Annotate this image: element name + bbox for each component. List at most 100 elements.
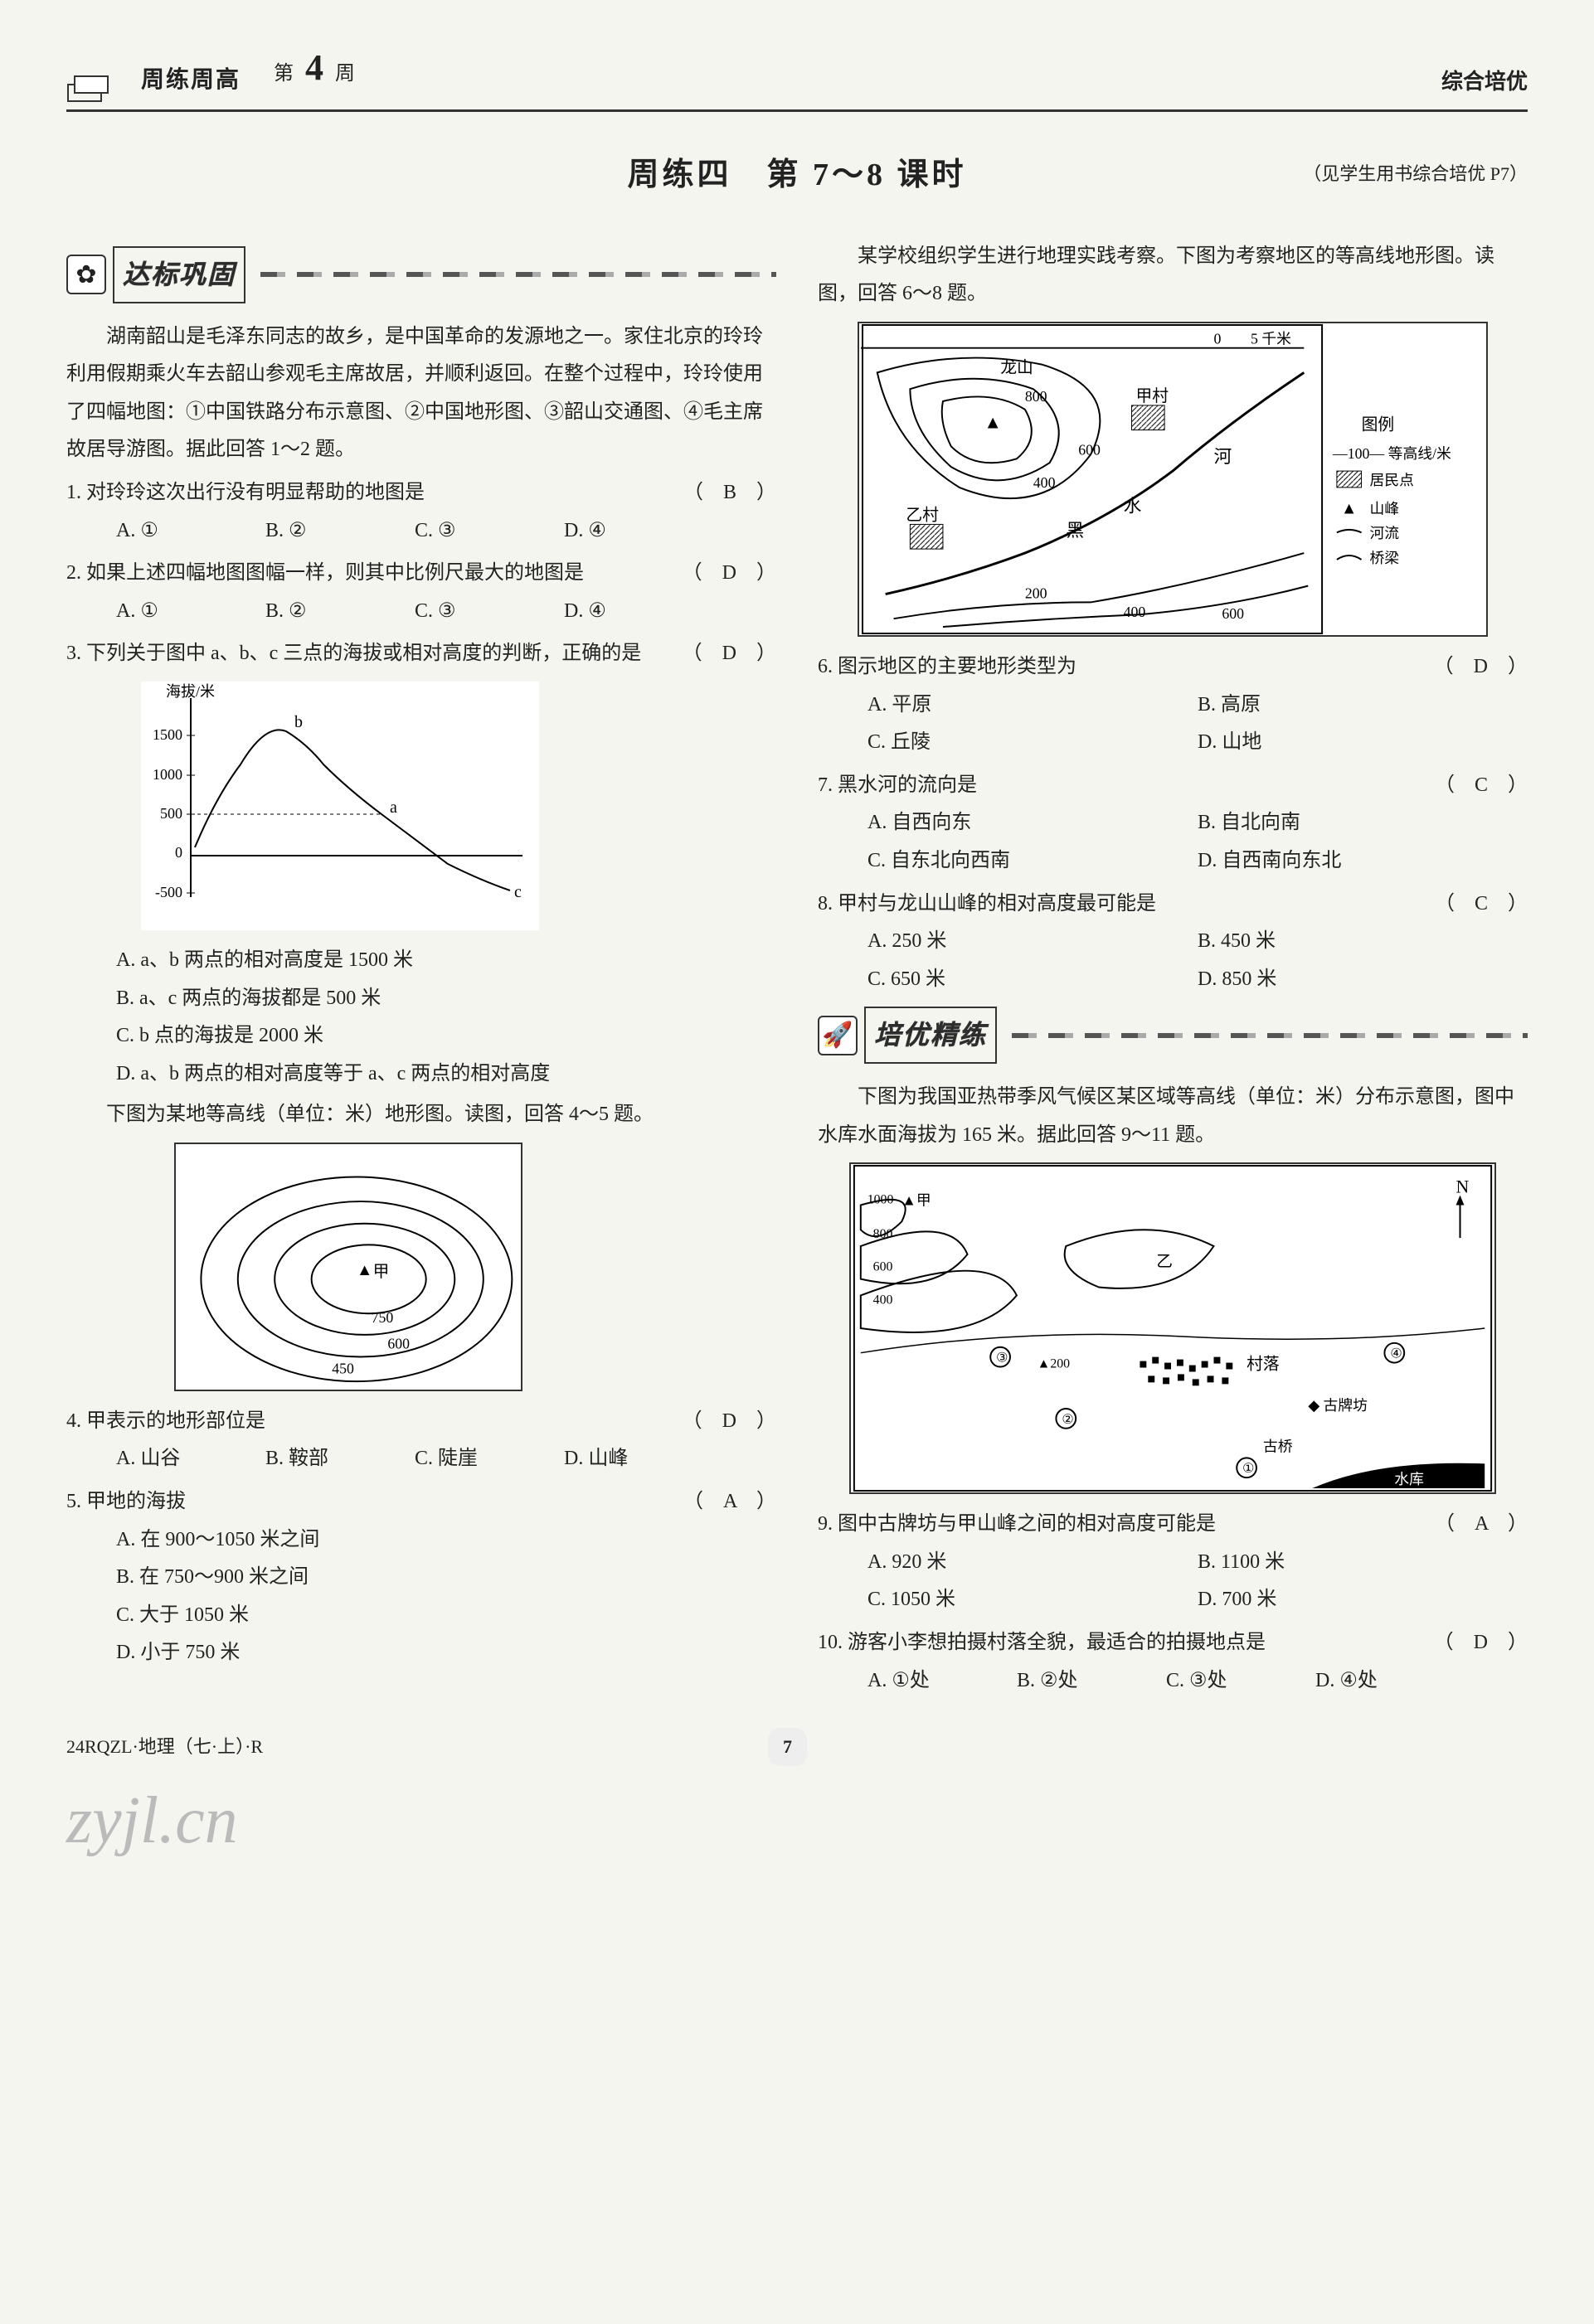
- svg-text:1000: 1000: [867, 1193, 894, 1207]
- svg-text:400: 400: [1033, 474, 1056, 491]
- q7-stem: 7. 黑水河的流向是: [818, 767, 1423, 805]
- svg-text:乙: 乙: [1156, 1253, 1173, 1271]
- svg-text:1500: 1500: [153, 726, 182, 743]
- q7-opt-d: D. 自西南向东北: [1198, 842, 1528, 881]
- question-6: 6. 图示地区的主要地形类型为 （ D ） A. 平原 B. 高原 C. 丘陵 …: [818, 648, 1528, 762]
- q6-stem: 6. 图示地区的主要地形类型为: [818, 648, 1422, 687]
- q6-options: A. 平原 B. 高原 C. 丘陵 D. 山地: [818, 687, 1528, 762]
- svg-text:古桥: 古桥: [1263, 1439, 1293, 1455]
- svg-text:▲: ▲: [984, 413, 1002, 433]
- svg-text:600: 600: [387, 1336, 410, 1352]
- svg-text:龙山: 龙山: [1000, 358, 1033, 376]
- question-2: 2. 如果上述四幅地图图幅一样，则其中比例尺最大的地图是 （ D ） A. ① …: [66, 555, 776, 630]
- header-right: 综合培优: [1441, 61, 1528, 102]
- svg-text:桥梁: 桥梁: [1369, 550, 1399, 566]
- content-columns: ✿ 达标巩固 湖南韶山是毛泽东同志的故乡，是中国革命的发源地之一。家住北京的玲玲…: [66, 238, 1528, 1703]
- section-dabiao: ✿ 达标巩固: [66, 246, 776, 303]
- title-row: 周练四 第 7～8 课时 （见学生用书综合培优 P7）: [66, 145, 1528, 205]
- left-column: ✿ 达标巩固 湖南韶山是毛泽东同志的故乡，是中国革命的发源地之一。家住北京的玲玲…: [66, 238, 776, 1703]
- q9-opt-a: A. 920 米: [867, 1544, 1198, 1582]
- q8-stem: 8. 甲村与龙山山峰的相对高度最可能是: [818, 885, 1423, 924]
- svg-text:村落: 村落: [1247, 1356, 1280, 1374]
- q2-stem: 2. 如果上述四幅地图图幅一样，则其中比例尺最大的地图是: [66, 555, 671, 593]
- q8-options: A. 250 米 B. 450 米 C. 650 米 D. 850 米: [818, 923, 1528, 998]
- q2-opt-d: D. ④: [564, 593, 680, 631]
- svg-text:c: c: [514, 883, 522, 901]
- svg-text:750: 750: [372, 1309, 394, 1326]
- q8-answer: （ C ）: [1423, 885, 1528, 924]
- svg-text:400: 400: [873, 1293, 893, 1308]
- village-figure: 1000 ▲甲 800 600 400 乙 N ③ ▲200 村落 ④ ② ◆ …: [849, 1162, 1496, 1494]
- q6-opt-c: C. 丘陵: [867, 724, 1198, 762]
- q3-opt-a: A. a、b 两点的相对高度是 1500 米: [116, 942, 776, 980]
- svg-text:水: 水: [1124, 497, 1142, 517]
- q5-answer: （ A ）: [672, 1483, 776, 1521]
- svg-text:▲200: ▲200: [1038, 1357, 1071, 1371]
- section-title-peiyou: 培优精练: [864, 1007, 997, 1064]
- svg-text:居民点: 居民点: [1369, 472, 1413, 488]
- q1-opt-d: D. ④: [564, 512, 680, 551]
- svg-text:海拔/米: 海拔/米: [166, 683, 215, 700]
- svg-text:水库: 水库: [1394, 1471, 1424, 1487]
- q3-answer: （ D ）: [671, 635, 776, 673]
- q8-opt-b: B. 450 米: [1198, 923, 1528, 961]
- question-4: 4. 甲表示的地形部位是 （ D ） A. 山谷 B. 鞍部 C. 陡崖 D. …: [66, 1403, 776, 1478]
- rocket-icon: 🚀: [818, 1016, 858, 1055]
- series-title: 周练周高: [141, 58, 241, 102]
- q3-options: A. a、b 两点的相对高度是 1500 米 B. a、c 两点的海拔都是 50…: [66, 942, 776, 1093]
- question-8: 8. 甲村与龙山山峰的相对高度最可能是 （ C ） A. 250 米 B. 45…: [818, 885, 1528, 999]
- q6-answer: （ D ）: [1422, 648, 1528, 687]
- svg-text:河: 河: [1213, 447, 1232, 467]
- passage-45: 下图为某地等高线（单位：米）地形图。读图，回答 4～5 题。: [66, 1096, 776, 1134]
- question-9: 9. 图中古牌坊与甲山峰之间的相对高度可能是 （ A ） A. 920 米 B.…: [818, 1506, 1528, 1619]
- q7-answer: （ C ）: [1423, 767, 1528, 805]
- q8-opt-a: A. 250 米: [867, 923, 1198, 961]
- svg-text:▲甲: ▲甲: [901, 1192, 931, 1209]
- svg-text:-500: -500: [155, 884, 182, 900]
- passage-68: 某学校组织学生进行地理实践考察。下图为考察地区的等高线地形图。读图，回答 6～8…: [818, 238, 1528, 313]
- svg-text:黑: 黑: [1066, 521, 1084, 541]
- svg-text:800: 800: [873, 1227, 893, 1241]
- svg-text:②: ②: [1062, 1413, 1073, 1427]
- svg-text:600: 600: [1078, 441, 1101, 458]
- q2-answer: （ D ）: [671, 555, 776, 593]
- svg-text:山峰: 山峰: [1369, 501, 1399, 517]
- q2-opt-b: B. ②: [265, 593, 381, 631]
- q3-stem: 3. 下列关于图中 a、b、c 三点的海拔或相对高度的判断，正确的是: [66, 635, 671, 673]
- q2-options: A. ① B. ② C. ③ D. ④: [66, 593, 776, 631]
- q9-options: A. 920 米 B. 1100 米 C. 1050 米 D. 700 米: [818, 1544, 1528, 1619]
- q5-opt-a: A. 在 900～1050 米之间: [116, 1521, 776, 1560]
- q9-opt-c: C. 1050 米: [867, 1581, 1198, 1619]
- q4-opt-d: D. 山峰: [564, 1440, 680, 1478]
- q10-opt-a: A. ①处: [867, 1662, 984, 1701]
- q1-opt-b: B. ②: [265, 512, 381, 551]
- q7-opt-a: A. 自西向东: [867, 804, 1198, 842]
- main-title: 周练四 第 7～8 课时: [627, 145, 966, 205]
- passage-1: 湖南韶山是毛泽东同志的故乡，是中国革命的发源地之一。家住北京的玲玲利用假期乘火车…: [66, 318, 776, 469]
- q1-stem: 1. 对玲玲这次出行没有明显帮助的地图是: [66, 474, 672, 512]
- q3-opt-b: B. a、c 两点的海拔都是 500 米: [116, 980, 776, 1018]
- q5-opt-b: B. 在 750～900 米之间: [116, 1559, 776, 1597]
- section-bar: [260, 272, 776, 277]
- week-label: 第 4 周: [274, 33, 355, 103]
- passage-911: 下图为我国亚热带季风气候区某区域等高线（单位：米）分布示意图，图中水库水面海拔为…: [818, 1079, 1528, 1154]
- q10-answer: （ D ）: [1422, 1624, 1528, 1662]
- book-icon: [66, 70, 124, 103]
- svg-text:—100— 等高线/米: —100— 等高线/米: [1332, 445, 1451, 462]
- q4-answer: （ D ）: [671, 1403, 776, 1441]
- question-10: 10. 游客小李想拍摄村落全貌，最适合的拍摄地点是 （ D ） A. ①处 B.…: [818, 1624, 1528, 1700]
- q1-opt-a: A. ①: [116, 512, 232, 551]
- question-5: 5. 甲地的海拔 （ A ） A. 在 900～1050 米之间 B. 在 75…: [66, 1483, 776, 1672]
- q6-opt-a: A. 平原: [867, 687, 1198, 725]
- svg-text:④: ④: [1390, 1347, 1402, 1361]
- question-3: 3. 下列关于图中 a、b、c 三点的海拔或相对高度的判断，正确的是 （ D ）…: [66, 635, 776, 1093]
- svg-text:b: b: [294, 713, 303, 731]
- q10-opt-c: C. ③处: [1166, 1662, 1282, 1701]
- svg-text:河流: 河流: [1369, 525, 1399, 541]
- svg-text:600: 600: [873, 1260, 893, 1274]
- svg-text:1000: 1000: [153, 766, 182, 783]
- q9-stem: 9. 图中古牌坊与甲山峰之间的相对高度可能是: [818, 1506, 1423, 1544]
- section-title-dabiao: 达标巩固: [113, 246, 245, 303]
- svg-text:甲: 甲: [373, 1263, 390, 1281]
- q8-opt-c: C. 650 米: [867, 961, 1198, 999]
